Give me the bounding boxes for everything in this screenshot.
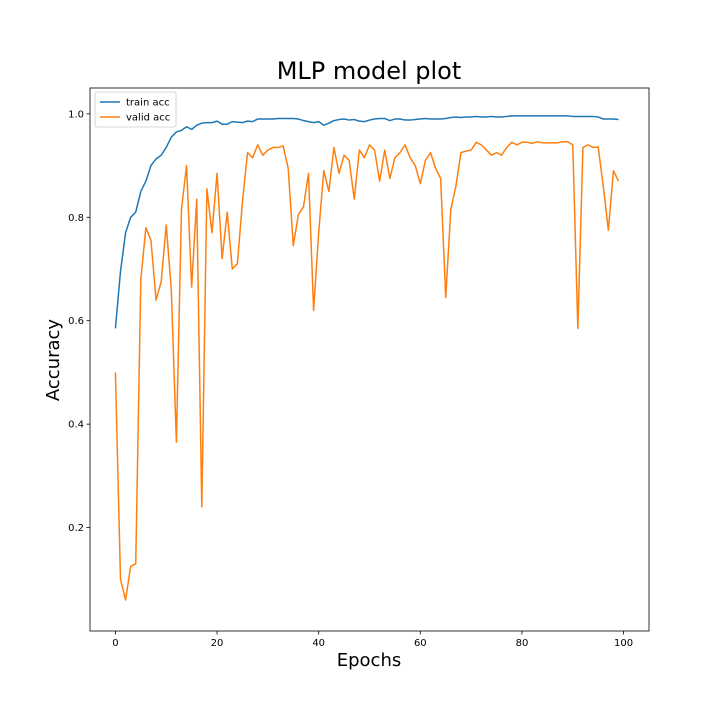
y-tick-label: 0.6 [68,316,84,327]
y-tick-label: 0.2 [68,523,84,534]
x-tick-label: 60 [414,638,427,649]
legend-box [94,91,177,128]
series-line-train-acc [114,115,619,329]
x-tick-label: 100 [614,638,633,649]
legend-label: valid acc [126,113,170,124]
x-tick-label: 40 [312,638,325,649]
legend-label: train acc [126,98,170,109]
legend: train acc valid acc [94,91,177,128]
y-tick-label: 1.0 [68,109,84,120]
plot-area: 0 20 40 60 80 100 0.2 0.4 0.6 0.8 1.0 [68,87,650,649]
y-tick-label: 0.4 [68,420,84,431]
y-tick-label: 0.8 [68,213,84,224]
x-axis-label: Epochs [337,650,402,671]
x-tick-label: 80 [516,638,529,649]
chart-title: MLP model plot [277,57,462,85]
series-line-valid-acc [114,141,620,601]
x-tick-label: 20 [211,638,224,649]
plot-frame [89,87,650,632]
x-tick-label: 0 [112,638,118,649]
y-axis-label: Accuracy [43,319,64,402]
